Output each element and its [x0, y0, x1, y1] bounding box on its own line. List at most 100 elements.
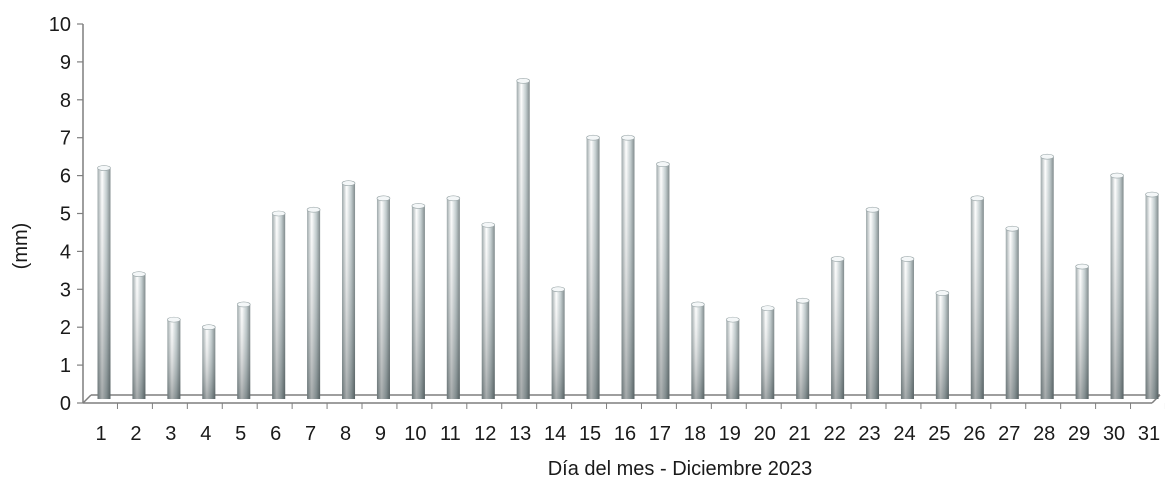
bar	[411, 203, 426, 399]
bar-cap	[1075, 263, 1089, 270]
bar-shade	[1110, 175, 1124, 399]
x-tick-label: 24	[893, 423, 915, 445]
bar-cap	[656, 161, 670, 168]
bar-shade	[307, 209, 321, 399]
bar	[271, 210, 286, 399]
bar-series	[97, 78, 1159, 399]
bar-shade	[411, 205, 425, 399]
bar	[516, 78, 531, 399]
bar-cap	[516, 78, 531, 84]
bar-shade	[237, 304, 251, 399]
x-tick-label: 25	[928, 423, 950, 445]
x-tick-label: 18	[684, 423, 706, 445]
x-tick-label: 10	[404, 423, 426, 445]
bar-shade	[656, 164, 670, 399]
bar-shade	[866, 209, 880, 399]
x-tick-label: 29	[1068, 423, 1090, 445]
y-tick-label: 5	[60, 204, 71, 226]
bar-shade	[202, 327, 216, 399]
bar-shade	[831, 258, 845, 399]
bar-shade	[376, 198, 390, 399]
x-tick-label: 30	[1103, 423, 1125, 445]
y-tick-label: 6	[60, 166, 71, 188]
bar-cap	[1145, 191, 1159, 198]
bar-shade	[446, 198, 460, 399]
y-axis-label: (mm)	[10, 223, 32, 270]
bar-cap	[760, 305, 775, 312]
bar-cap	[1040, 153, 1054, 160]
bar-shade	[586, 137, 600, 399]
bar	[1005, 225, 1020, 399]
bar	[725, 316, 740, 399]
bar-cap	[935, 290, 950, 296]
bar-cap	[1005, 225, 1020, 232]
x-tick-label: 26	[963, 423, 985, 445]
bar	[236, 301, 251, 399]
bar-cap	[97, 165, 111, 171]
x-tick-label: 28	[1033, 423, 1055, 445]
bar-shade	[900, 258, 914, 399]
bar-shade	[621, 137, 635, 399]
bar-shade	[691, 304, 705, 399]
y-tick-label: 10	[49, 14, 71, 36]
y-tick-label: 0	[60, 393, 71, 415]
bar	[656, 161, 670, 399]
x-tick-label: 15	[579, 423, 601, 445]
floor-edge-left	[82, 394, 92, 404]
bar	[1040, 153, 1054, 399]
bar-cap	[202, 324, 216, 331]
bar	[691, 301, 705, 399]
x-tick-label: 8	[340, 423, 351, 445]
bar-cap	[551, 286, 565, 293]
bar-cap	[830, 256, 845, 262]
bar-cap	[167, 316, 181, 323]
x-tick-label: 16	[614, 423, 636, 445]
x-tick-label: 20	[754, 423, 776, 445]
bar	[481, 222, 496, 399]
x-tick-labels: 1 2 3 4 5 6 7 8 9 10 11 12 13 14 15 16 17 18 19 20 21 22 23 24 2…	[95, 403, 1165, 445]
bar-cap	[411, 203, 426, 209]
x-axis-label: Día del mes - Diciembre 2023	[548, 458, 813, 480]
x-tick-label: 17	[649, 423, 671, 445]
x-tick-label: 12	[474, 423, 496, 445]
bar	[830, 256, 845, 399]
bar-shade	[132, 274, 146, 399]
bar	[1075, 263, 1089, 399]
x-tick-label: 19	[719, 423, 741, 445]
bar	[306, 206, 321, 399]
bar-shade	[935, 293, 949, 399]
x-tick-label: 7	[305, 423, 316, 445]
bar-cap	[900, 256, 915, 262]
bar-cap	[271, 210, 286, 217]
x-tick-label: 4	[200, 423, 211, 445]
bar-shade	[970, 198, 984, 399]
bar-cap	[795, 297, 810, 304]
x-tick-label: 1	[95, 423, 106, 445]
bar	[132, 271, 146, 399]
x-tick-label: 11	[440, 423, 461, 445]
bar	[970, 195, 985, 399]
bar-cap	[970, 195, 985, 202]
bar-cap	[236, 301, 251, 308]
bar-cap	[446, 195, 461, 202]
bar-shade	[167, 319, 181, 399]
x-tick-label: 22	[823, 423, 845, 445]
bar	[167, 316, 181, 399]
bar	[621, 134, 635, 399]
bar-shade	[1005, 228, 1019, 399]
bar-cap	[341, 180, 356, 186]
x-tick-label: 6	[270, 423, 281, 445]
y-tick-label: 3	[60, 279, 71, 301]
bar-cap	[1110, 172, 1124, 179]
bar	[935, 290, 950, 399]
bar-cap	[621, 134, 635, 141]
x-tick-label: 14	[544, 423, 566, 445]
bar-shade	[551, 289, 565, 399]
x-tick-label: 21	[789, 423, 811, 445]
bar-shade	[761, 308, 775, 399]
bar-shade	[342, 183, 356, 399]
bar-shade	[481, 224, 495, 399]
bar-shade	[1145, 194, 1159, 399]
x-tick-label: 27	[998, 423, 1020, 445]
bar	[202, 324, 216, 399]
